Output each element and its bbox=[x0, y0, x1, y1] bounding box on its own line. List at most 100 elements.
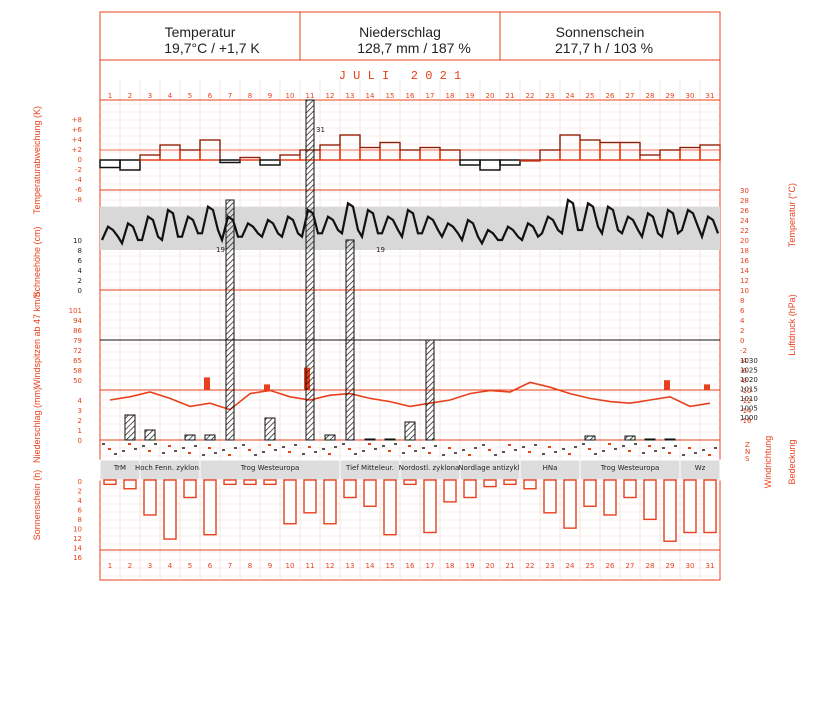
tick-pressure: 1020 bbox=[740, 376, 758, 384]
normal-range-band bbox=[140, 206, 160, 250]
precipitation-bar bbox=[644, 438, 656, 441]
annotation-label: 31 bbox=[316, 126, 325, 134]
sunshine-bar bbox=[563, 479, 577, 529]
tick-precip: 4 bbox=[78, 397, 83, 405]
wind-dir-mark bbox=[648, 445, 651, 447]
tick-temperature: 20 bbox=[740, 237, 749, 245]
day-label: 23 bbox=[546, 92, 555, 100]
wind-dir-mark bbox=[682, 454, 685, 456]
day-label: 29 bbox=[666, 92, 675, 100]
day-label: 18 bbox=[446, 92, 455, 100]
deviation-bar bbox=[379, 141, 401, 161]
sunshine-bar bbox=[443, 479, 457, 503]
sunshine-bar bbox=[423, 479, 437, 534]
label-cover: Bedeckung bbox=[787, 439, 797, 484]
wind-dir-mark bbox=[454, 452, 457, 454]
day-label: 8 bbox=[248, 92, 252, 100]
day-label: 5 bbox=[188, 562, 192, 570]
label-sun: Sonnenschein (h) bbox=[32, 470, 42, 541]
label-pressure: Luftdruck (hPa) bbox=[787, 294, 797, 356]
wind-dir-mark bbox=[282, 446, 285, 448]
wind-dir-mark bbox=[168, 445, 171, 447]
wind-dir-mark bbox=[354, 453, 357, 455]
wind-dir-mark bbox=[228, 454, 231, 456]
tick-sun: 14 bbox=[73, 545, 82, 553]
tick-wind: 101 bbox=[69, 307, 82, 315]
wind-dir-mark bbox=[428, 452, 431, 454]
sunshine-bar bbox=[283, 479, 297, 525]
day-label: 12 bbox=[326, 562, 335, 570]
wind-dir-mark bbox=[128, 443, 131, 445]
sunshine-bar bbox=[603, 479, 617, 516]
label-snow: Schneehöhe (cm) bbox=[32, 226, 42, 297]
sunshine-bar bbox=[103, 479, 117, 486]
tick-wind-dir: Z bbox=[745, 441, 750, 449]
day-label: 15 bbox=[386, 92, 395, 100]
day-label: 3 bbox=[148, 562, 152, 570]
weather-type-label: Hoch Fenn. zyklonal bbox=[135, 464, 205, 472]
normal-range-band bbox=[460, 206, 480, 250]
day-labels-bottom: 1 2 3 4 5 6 7 8 9 10 11 12 13 14 15 16 17 18 19 20 21 22 23 24 2… bbox=[108, 562, 715, 570]
weather-type-label: HNa bbox=[543, 464, 558, 472]
wind-dir-mark bbox=[328, 453, 331, 455]
day-label: 2 bbox=[128, 562, 132, 570]
tick-pressure: 1015 bbox=[740, 386, 758, 394]
tick-temperature: 2 bbox=[740, 327, 744, 335]
tick-sun: 2 bbox=[78, 488, 82, 496]
temp-value: 19,7°C / +1,7 K bbox=[164, 40, 260, 56]
wind-dir-mark bbox=[394, 443, 397, 445]
wind-dir-mark bbox=[274, 449, 277, 451]
label-wind: Windspitzen ab 47 km/h bbox=[32, 292, 42, 388]
wind-dir-mark bbox=[588, 448, 591, 450]
sunshine-bar bbox=[683, 479, 697, 534]
wind-dir-mark bbox=[374, 448, 377, 450]
wind-dir-mark bbox=[508, 444, 511, 446]
day-label: 11 bbox=[306, 562, 315, 570]
day-label: 4 bbox=[168, 562, 173, 570]
deviation-bar bbox=[679, 146, 701, 161]
tick-pressure: 1025 bbox=[740, 367, 758, 375]
wind-dir-mark bbox=[408, 445, 411, 447]
axis-tick-labels: +8+6+4+20-2-4-6-810864201019486797265585… bbox=[69, 116, 758, 562]
day-label: 31 bbox=[706, 92, 715, 100]
temperature-series bbox=[100, 198, 720, 247]
header-box bbox=[99, 11, 721, 61]
deviation-bar bbox=[139, 154, 161, 161]
tick-temperature: 26 bbox=[740, 207, 749, 215]
tick-temperature: 6 bbox=[740, 307, 745, 315]
wind-dir-mark bbox=[342, 443, 345, 445]
sunshine-bar bbox=[183, 479, 197, 499]
wind-dir-mark bbox=[142, 445, 145, 447]
wind-dir-mark bbox=[414, 450, 417, 452]
prec-title: Niederschlag bbox=[359, 24, 441, 40]
day-label: 28 bbox=[646, 92, 655, 100]
temperature-normal-band bbox=[100, 206, 720, 250]
wind-dir-mark bbox=[248, 449, 251, 451]
wind-dir-mark bbox=[194, 445, 197, 447]
tick-precip: 2 bbox=[78, 417, 82, 425]
deviation-bar bbox=[99, 159, 121, 169]
day-label: 14 bbox=[366, 562, 375, 570]
normal-range-band bbox=[540, 206, 560, 250]
day-label: 9 bbox=[268, 92, 272, 100]
day-label: 24 bbox=[566, 562, 575, 570]
day-label: 15 bbox=[386, 562, 395, 570]
wind-dir-mark bbox=[294, 444, 297, 446]
day-label: 27 bbox=[626, 562, 635, 570]
tick-temperature: 10 bbox=[740, 287, 749, 295]
wind-dir-mark bbox=[568, 453, 571, 455]
tick-temp-dev: -6 bbox=[75, 186, 83, 194]
normal-range-band bbox=[240, 206, 260, 250]
deviation-bar bbox=[159, 144, 181, 161]
tick-temperature: -6 bbox=[740, 367, 748, 375]
day-label: 14 bbox=[366, 92, 375, 100]
wind-dir-mark bbox=[348, 448, 351, 450]
wind-dir-mark bbox=[502, 451, 505, 453]
day-label: 18 bbox=[446, 562, 455, 570]
wind-dir-mark bbox=[422, 447, 425, 449]
tick-pressure: 1000 bbox=[740, 414, 758, 422]
sunshine-bar bbox=[643, 479, 657, 521]
tick-temperature: 18 bbox=[740, 247, 749, 255]
precipitation-bar bbox=[345, 239, 355, 441]
tick-sun: 8 bbox=[78, 516, 82, 524]
